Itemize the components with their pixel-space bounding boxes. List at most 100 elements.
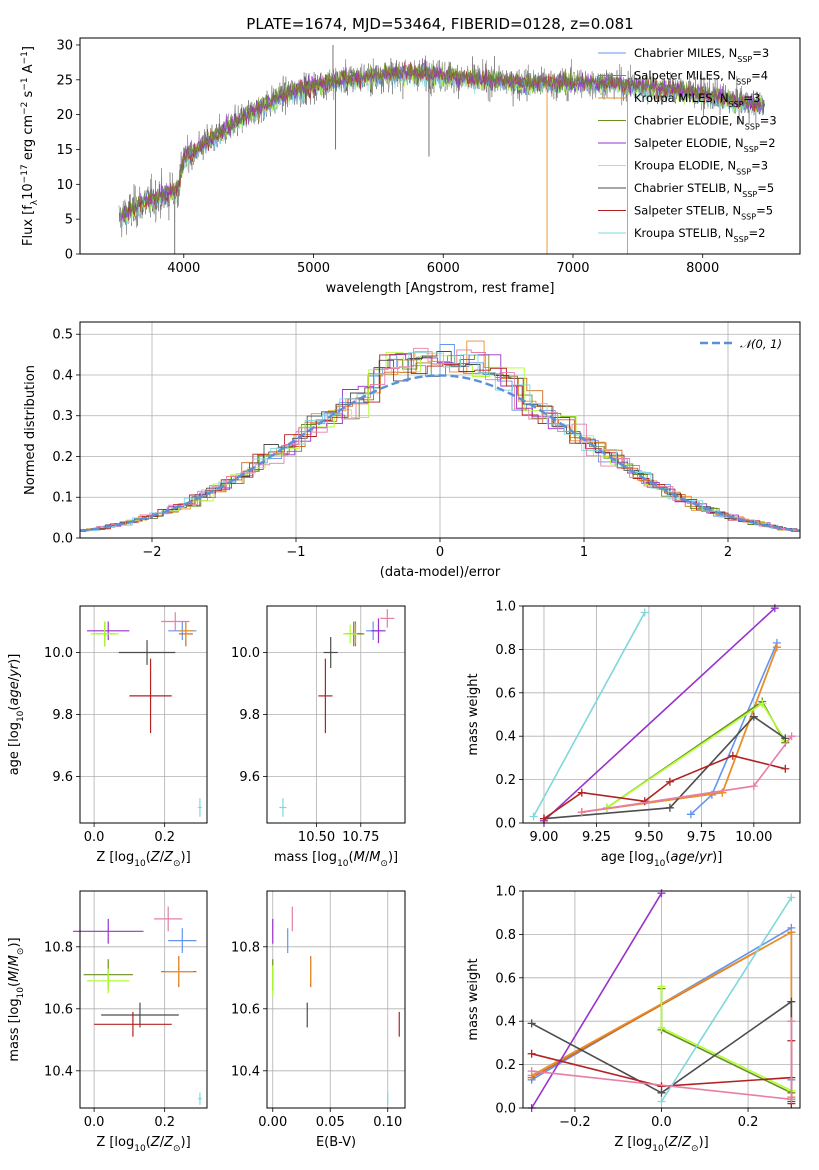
x-tick-label: 0.2	[738, 1115, 759, 1130]
y-tick-label: 0.8	[495, 928, 516, 943]
legend-label-salpeter_stelib: Salpeter STELIB, NSSP=5	[634, 204, 773, 222]
y-tick-label: 0.4	[52, 368, 73, 383]
x-tick-label: 0	[436, 545, 444, 560]
y-tick-label: 0.6	[495, 971, 516, 986]
spectrum-title: PLATE=1674, MJD=53464, FIBERID=0128, z=0…	[246, 15, 633, 33]
x-tick-label: 0.2	[154, 830, 175, 845]
weight-point-salpeter_stelib	[657, 1082, 666, 1091]
histogram-chabrier_elodie	[80, 354, 800, 533]
weight-point-chabrier_stelib	[749, 712, 758, 721]
y-tick-label: 0.0	[52, 532, 73, 547]
weight-line-salpeter_stelib	[543, 754, 786, 820]
weight-point-kroupa_stelib	[529, 812, 538, 821]
mass-weight-vs-age-chart: 9.00 9.25 9.50 9.75 10.00 0.0 0.2 0.4 0.6 0.8 1.0 a…	[466, 600, 801, 869]
y-tick-label: 10.0	[231, 646, 260, 661]
y-tick-label: 0.2	[495, 1058, 516, 1073]
weight-point-salpeter_stelib	[728, 751, 737, 760]
weight-point-salpeter_stelib	[640, 797, 649, 806]
x-tick-label: 1	[580, 545, 588, 560]
y-tick-label: 15	[56, 143, 73, 158]
weight-point-salpeter_stelib	[781, 764, 790, 773]
weight-point-pink	[787, 732, 796, 741]
x-tick-label: 0.0	[84, 830, 105, 845]
x-tick-label: 4000	[167, 261, 200, 276]
legend-label-kroupa_stelib: Kroupa STELIB, NSSP=2	[634, 226, 765, 244]
y-tick-label: 30	[56, 38, 73, 53]
x-tick-label: 9.25	[582, 830, 611, 845]
weight-point-kroupa_stelib	[787, 893, 796, 902]
x-axis-label: (data-model)/error	[380, 565, 501, 580]
weight-point-chabrier_miles	[686, 810, 695, 819]
weight-point-kroupa_miles	[772, 643, 781, 652]
legend-label-chabrier_stelib: Chabrier STELIB, NSSP=5	[634, 181, 774, 199]
y-tick-label: 10	[56, 178, 73, 193]
x-tick-label: 9.50	[634, 830, 663, 845]
histogram-kroupa_stelib	[80, 352, 800, 532]
y-tick-label: 0.3	[52, 409, 73, 424]
x-tick-label: 0.0	[651, 1115, 672, 1130]
legend-label-salpeter_elodie: Salpeter ELODIE, NSSP=2	[634, 136, 776, 154]
weight-point-salpeter_stelib	[539, 814, 548, 823]
residual-histogram-chart: −2 −1 0 1 2 0.0 0.1 0.2 0.3 0.4 0.5 (data-model)/er…	[23, 321, 801, 580]
y-axis-label: Normed distribution	[23, 365, 38, 495]
weight-point-chabrier_stelib	[787, 997, 796, 1006]
y-tick-label: 9.8	[52, 708, 73, 723]
plot-frame	[522, 605, 801, 824]
x-tick-label: 6000	[427, 261, 460, 276]
x-tick-label: −0.2	[559, 1115, 591, 1130]
y-tick-label: 5	[65, 213, 73, 228]
y-tick-label: 10.8	[231, 940, 260, 955]
y-tick-label: 0.8	[495, 643, 516, 658]
y-tick-label: 1.0	[495, 600, 516, 615]
weight-point-kroupa_elodie	[657, 982, 666, 991]
y-tick-label: 0.1	[52, 491, 73, 506]
weight-point-salpeter_stelib	[577, 788, 586, 797]
weight-point-kroupa_miles	[718, 788, 727, 797]
legend-label-chabrier_miles: Chabrier MILES, NSSP=3	[634, 46, 769, 64]
weight-line-chabrier_stelib	[543, 715, 786, 820]
y-axis-label: Flux [fλ10−17 erg cm−2 s−1 A−1]	[20, 46, 40, 246]
weight-point-pink	[787, 1095, 796, 1104]
y-axis-label: mass [log10(M/M⊙)]	[7, 937, 26, 1061]
weight-line-chabrier_elodie	[660, 988, 792, 1094]
x-axis-label: age [log10(age/yr)]	[601, 850, 723, 869]
weight-point-salpeter_stelib	[665, 777, 674, 786]
x-axis-label: wavelength [Angstrom, rest frame]	[326, 281, 555, 296]
x-tick-label: 5000	[297, 261, 330, 276]
x-tick-label: 0.2	[154, 1115, 175, 1130]
x-axis-label: mass [log10(M/M⊙)]	[274, 850, 398, 869]
x-axis-label: Z [log10(Z/Z⊙)]	[96, 1135, 190, 1154]
x-tick-label: −1	[286, 545, 305, 560]
plot-frame	[79, 890, 208, 1109]
x-tick-label: 0.05	[316, 1115, 345, 1130]
y-tick-label: 0.4	[495, 730, 516, 745]
x-axis-label: Z [log10(Z/Z⊙)]	[614, 1135, 708, 1154]
y-tick-label: 0.4	[495, 1015, 516, 1030]
y-tick-label: 0.2	[495, 773, 516, 788]
weight-line-kroupa_stelib	[660, 897, 792, 1102]
age-vs-metallicity-chart: 0.0 0.2 9.6 9.8 10.0 Z [log10(Z/Z⊙)] age [log1…	[7, 605, 208, 869]
plot-frame	[79, 321, 801, 539]
x-tick-label: 10.75	[342, 830, 379, 845]
weight-point-chabrier_stelib	[527, 1019, 536, 1028]
legend-label-normal: 𝒩(0, 1)	[740, 337, 782, 351]
weight-point-pink	[577, 808, 586, 817]
plot-frame	[266, 890, 406, 1109]
x-tick-label: 8000	[686, 261, 719, 276]
legend-label-kroupa_elodie: Kroupa ELODIE, NSSP=3	[634, 159, 768, 177]
y-tick-label: 0	[65, 248, 73, 263]
model-spectrum-chabrier_elodie	[121, 61, 762, 220]
y-tick-label: 1.0	[495, 885, 516, 900]
weight-line-chabrier_elodie	[606, 700, 786, 809]
x-tick-label: 0.00	[258, 1115, 287, 1130]
mass-vs-metallicity-chart: 0.0 0.2 10.4 10.6 10.8 Z [log10(Z/Z⊙)] mass [l…	[7, 890, 208, 1154]
y-tick-label: 0.6	[495, 686, 516, 701]
y-tick-label: 9.6	[52, 770, 73, 785]
weight-point-salpeter_stelib	[527, 1049, 536, 1058]
weight-point-pink	[527, 1067, 536, 1076]
x-tick-label: 9.00	[530, 830, 559, 845]
y-tick-label: 10.8	[44, 940, 73, 955]
x-tick-label: 0.10	[373, 1115, 402, 1130]
weight-point-salpeter_elodie	[657, 889, 666, 898]
